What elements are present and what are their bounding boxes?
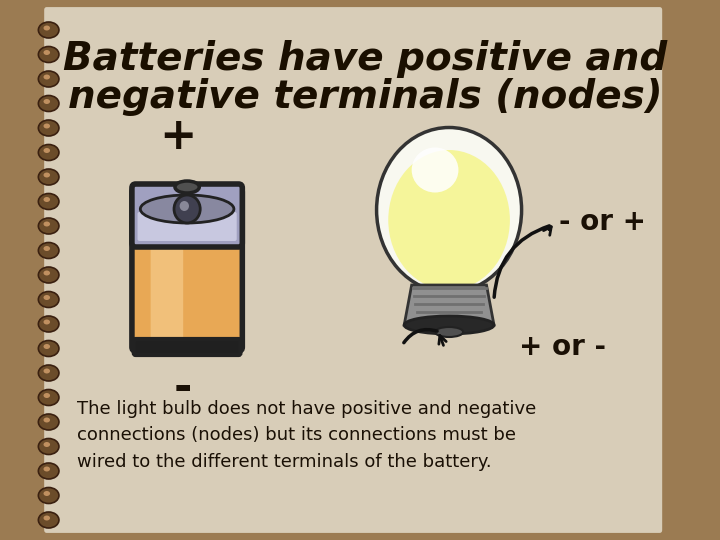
Ellipse shape: [175, 181, 199, 193]
FancyBboxPatch shape: [42, 5, 665, 535]
Text: -: -: [174, 367, 192, 410]
Ellipse shape: [435, 327, 463, 337]
Ellipse shape: [38, 218, 59, 234]
Ellipse shape: [43, 124, 50, 129]
Circle shape: [174, 195, 200, 223]
Ellipse shape: [43, 368, 50, 374]
Ellipse shape: [43, 491, 50, 496]
Ellipse shape: [43, 417, 50, 422]
Ellipse shape: [43, 442, 50, 447]
Ellipse shape: [43, 393, 50, 398]
FancyBboxPatch shape: [132, 188, 243, 351]
Ellipse shape: [38, 169, 59, 185]
Ellipse shape: [38, 193, 59, 210]
Ellipse shape: [43, 75, 50, 79]
Text: - or +: - or +: [559, 208, 647, 236]
Ellipse shape: [43, 172, 50, 178]
Ellipse shape: [43, 246, 50, 251]
Ellipse shape: [43, 271, 50, 275]
FancyBboxPatch shape: [150, 198, 183, 341]
Ellipse shape: [43, 197, 50, 202]
Ellipse shape: [43, 148, 50, 153]
Text: The light bulb does not have positive and negative
connections (nodes) but its c: The light bulb does not have positive an…: [77, 400, 536, 471]
Ellipse shape: [38, 438, 59, 455]
Polygon shape: [404, 285, 494, 325]
FancyBboxPatch shape: [138, 212, 237, 241]
Ellipse shape: [43, 99, 50, 104]
Circle shape: [179, 201, 189, 211]
FancyBboxPatch shape: [134, 339, 240, 355]
Text: + or -: + or -: [519, 333, 606, 361]
Ellipse shape: [38, 71, 59, 87]
Ellipse shape: [38, 22, 59, 38]
Ellipse shape: [43, 50, 50, 55]
Ellipse shape: [38, 389, 59, 406]
Ellipse shape: [43, 516, 50, 521]
Ellipse shape: [38, 512, 59, 528]
Ellipse shape: [38, 292, 59, 307]
Ellipse shape: [38, 120, 59, 136]
Ellipse shape: [43, 221, 50, 226]
Ellipse shape: [43, 25, 50, 30]
Text: negative terminals (nodes): negative terminals (nodes): [68, 78, 662, 116]
Ellipse shape: [38, 242, 59, 259]
Ellipse shape: [38, 46, 59, 63]
Ellipse shape: [404, 316, 494, 334]
Ellipse shape: [43, 295, 50, 300]
Ellipse shape: [412, 147, 459, 192]
Ellipse shape: [388, 150, 510, 290]
Ellipse shape: [43, 467, 50, 471]
Text: +: +: [159, 115, 197, 158]
Ellipse shape: [38, 341, 59, 356]
Ellipse shape: [38, 488, 59, 503]
Ellipse shape: [43, 320, 50, 325]
Ellipse shape: [38, 96, 59, 111]
Ellipse shape: [38, 145, 59, 160]
Ellipse shape: [377, 127, 521, 293]
Ellipse shape: [38, 414, 59, 430]
Ellipse shape: [38, 463, 59, 479]
Ellipse shape: [38, 316, 59, 332]
Ellipse shape: [38, 365, 59, 381]
Ellipse shape: [43, 344, 50, 349]
FancyBboxPatch shape: [132, 184, 243, 247]
Ellipse shape: [140, 195, 234, 223]
Text: Batteries have positive and: Batteries have positive and: [63, 40, 667, 78]
Ellipse shape: [38, 267, 59, 283]
